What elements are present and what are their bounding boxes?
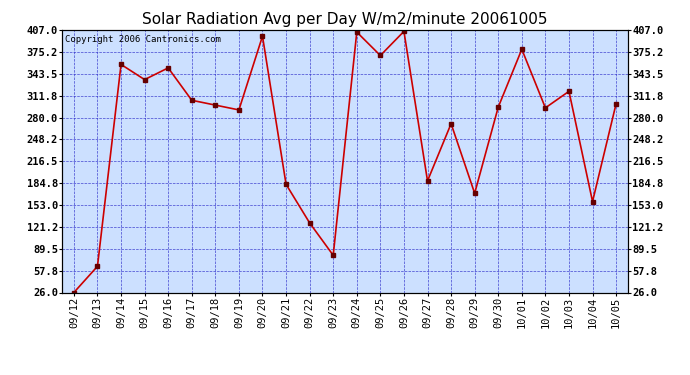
Title: Solar Radiation Avg per Day W/m2/minute 20061005: Solar Radiation Avg per Day W/m2/minute … <box>142 12 548 27</box>
Text: Copyright 2006 Cantronics.com: Copyright 2006 Cantronics.com <box>65 35 221 44</box>
